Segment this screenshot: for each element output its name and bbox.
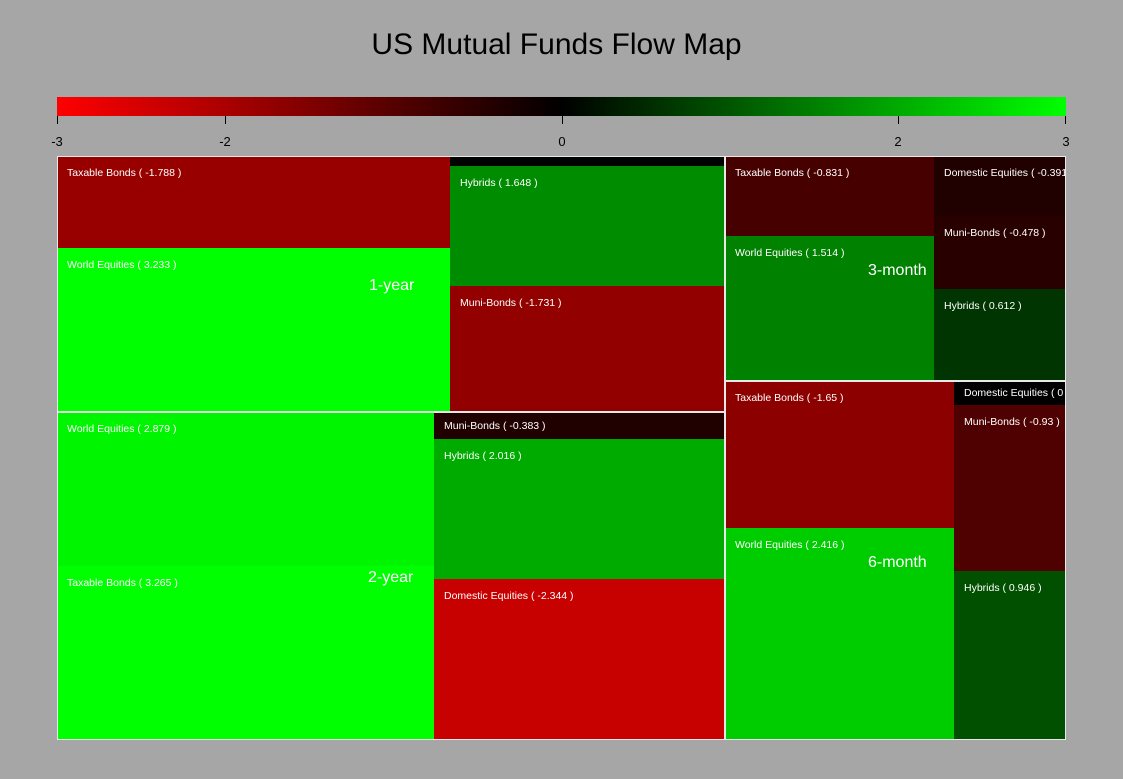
treemap-cell: Hybrids ( 0.612 ) <box>934 289 1066 381</box>
treemap-cell: Taxable Bonds ( -1.788 ) <box>57 156 450 248</box>
treemap-cell: Taxable Bonds ( 3.265 ) <box>57 566 434 740</box>
period-label: 3-month <box>868 262 927 279</box>
cell-label: Taxable Bonds ( -1.65 ) <box>735 392 844 404</box>
treemap-cell: Hybrids ( 2.016 ) <box>434 439 725 579</box>
cell-label: Hybrids ( 1.648 ) <box>460 177 538 189</box>
legend-tick-label: 0 <box>558 134 566 149</box>
cell-label: Taxable Bonds ( -0.831 ) <box>735 167 850 179</box>
cell-label: Muni-Bonds ( -0.93 ) <box>964 416 1060 428</box>
color-scale-legend <box>57 97 1066 116</box>
legend-tick-label: 2 <box>894 134 902 149</box>
legend-tick-mark <box>898 116 899 124</box>
legend-tick-label: -2 <box>219 134 231 149</box>
treemap-cell: Domestic Equities ( -0.391 ) <box>934 156 1066 216</box>
cell-label: Domestic Equities ( 0 <box>964 387 1064 399</box>
treemap-cell <box>450 156 725 166</box>
cell-label: World Equities ( 3.233 ) <box>67 259 177 271</box>
cell-label: World Equities ( 1.514 ) <box>735 247 845 259</box>
cell-label: Hybrids ( 0.612 ) <box>944 300 1022 312</box>
period-label: 1-year <box>369 277 415 294</box>
legend-tick-mark <box>562 116 563 124</box>
cell-label: Muni-Bonds ( -0.478 ) <box>944 227 1046 239</box>
cell-label: Taxable Bonds ( -1.788 ) <box>67 167 182 179</box>
cell-label: Muni-Bonds ( -1.731 ) <box>460 297 562 309</box>
treemap-cell: Hybrids ( 0.946 ) <box>954 571 1066 740</box>
treemap-cell: World Equities ( 2.416 ) <box>725 528 954 740</box>
cell-label: Taxable Bonds ( 3.265 ) <box>67 577 178 589</box>
treemap-cell: Muni-Bonds ( -0.93 ) <box>954 405 1066 571</box>
treemap-cell: Muni-Bonds ( -0.383 ) <box>434 412 725 439</box>
period-label: 2-year <box>368 569 414 586</box>
legend-tick-label: 3 <box>1062 134 1070 149</box>
cell-label: World Equities ( 2.879 ) <box>67 423 177 435</box>
treemap-cell: Taxable Bonds ( -0.831 ) <box>725 156 934 236</box>
cell-label: World Equities ( 2.416 ) <box>735 539 845 551</box>
treemap-cell: Hybrids ( 1.648 ) <box>450 166 725 286</box>
period-label: 6-month <box>868 554 927 571</box>
treemap-cell: Taxable Bonds ( -1.65 ) <box>725 381 954 528</box>
cell-label: Domestic Equities ( -0.391 ) <box>944 167 1066 179</box>
legend-tick-mark <box>1065 116 1066 124</box>
cell-label: Hybrids ( 0.946 ) <box>964 582 1042 594</box>
legend-tick-label: -3 <box>51 134 63 149</box>
chart-title: US Mutual Funds Flow Map <box>371 28 742 61</box>
legend-tick-mark <box>225 116 226 124</box>
legend-tick-mark <box>57 116 58 124</box>
treemap-cell: Domestic Equities ( -2.344 ) <box>434 579 725 740</box>
treemap-cell: World Equities ( 1.514 ) <box>725 236 934 381</box>
treemap-cell: Domestic Equities ( 0 <box>954 381 1066 405</box>
cell-label: Muni-Bonds ( -0.383 ) <box>444 420 546 432</box>
treemap-cell: World Equities ( 2.879 ) <box>57 412 434 566</box>
cell-label: Domestic Equities ( -2.344 ) <box>444 590 574 602</box>
treemap-cell: Muni-Bonds ( -1.731 ) <box>450 286 725 412</box>
treemap-cell: World Equities ( 3.233 ) <box>57 248 450 412</box>
treemap-cell: Muni-Bonds ( -0.478 ) <box>934 216 1066 289</box>
cell-label: Hybrids ( 2.016 ) <box>444 450 522 462</box>
